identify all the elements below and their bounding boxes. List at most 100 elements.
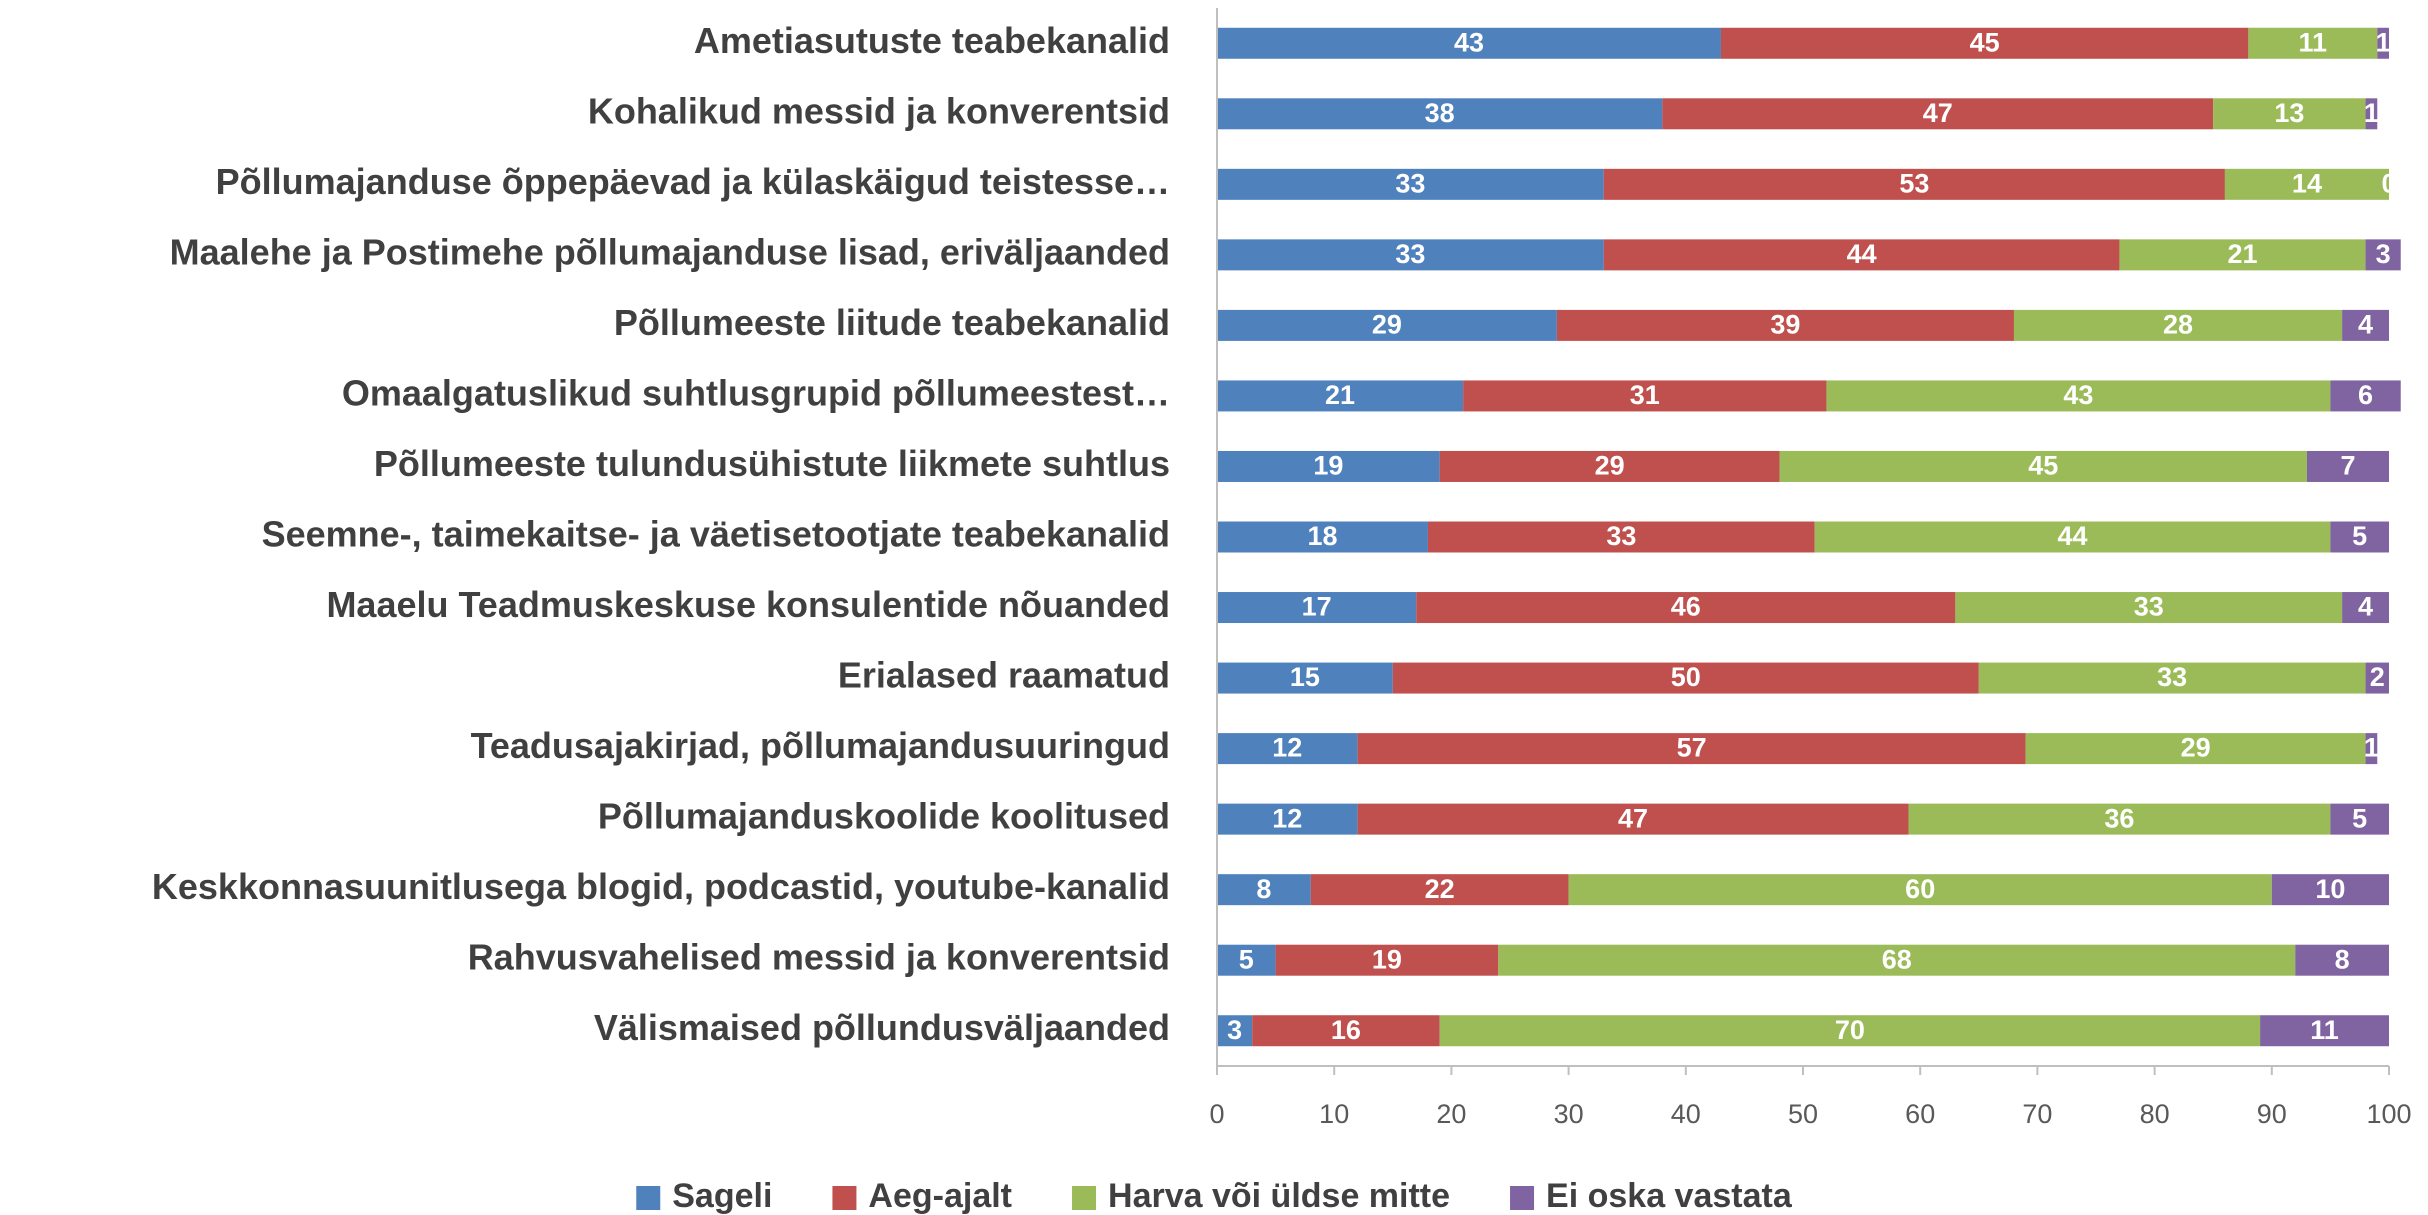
bar-segment (2342, 592, 2389, 624)
bar-segment (2365, 733, 2378, 765)
data-label: 33 (2134, 592, 2164, 622)
data-label: 44 (1847, 239, 1877, 269)
bar-segment (2025, 733, 2366, 765)
bar-segment (1662, 98, 2214, 130)
bar-segment (1217, 803, 1358, 835)
data-label: 47 (1923, 98, 1953, 128)
data-label: 13 (2274, 98, 2304, 128)
data-label: 38 (1425, 98, 1455, 128)
data-label: 0 (2381, 168, 2396, 198)
category-label: Omaalgatuslikud suhtlusgrupid põllumeest… (342, 372, 1170, 413)
data-label: 43 (2063, 380, 2093, 410)
bar-segment (2365, 98, 2378, 130)
data-label: 47 (1618, 803, 1648, 833)
data-label: 14 (2292, 168, 2322, 198)
data-label: 50 (1671, 662, 1701, 692)
x-tick-label: 10 (1319, 1099, 1349, 1129)
data-label: 39 (1770, 310, 1800, 340)
bar-segment (1978, 662, 2366, 694)
bar-segment (2295, 944, 2389, 976)
category-label: Põllumajanduse õppepäevad ja külaskäigud… (216, 161, 1170, 202)
bar-segment (1720, 27, 2249, 59)
x-tick-label: 40 (1671, 1099, 1701, 1129)
bar-segment (2248, 27, 2378, 59)
bar-segment (1814, 521, 2331, 553)
x-tick-label: 100 (2366, 1099, 2411, 1129)
bar-segment (1392, 662, 1979, 694)
x-tick-label: 50 (1788, 1099, 1818, 1129)
bar-segment (1217, 98, 1663, 130)
data-label: 1 (2364, 733, 2379, 763)
data-label: 68 (1882, 944, 1912, 974)
data-label: 5 (1239, 944, 1254, 974)
bar-segment (2306, 450, 2389, 482)
data-label: 33 (1395, 239, 1425, 269)
bar-segment (1217, 662, 1393, 694)
data-label: 45 (2028, 451, 2058, 481)
data-label: 8 (1256, 874, 1271, 904)
data-label: 29 (1595, 451, 1625, 481)
bar-segment (2365, 239, 2401, 271)
bar-segment (1439, 450, 1780, 482)
bar-segment (2213, 98, 2366, 130)
bar-segment (1217, 27, 1721, 59)
category-label: Põllumeeste liitude teabekanalid (614, 302, 1170, 343)
bar-segment (1357, 733, 2026, 765)
bar-segment (1357, 803, 1909, 835)
data-label: 60 (1905, 874, 1935, 904)
legend-swatch (832, 1186, 857, 1210)
bar-segment (1217, 944, 1276, 976)
bar-segment (2330, 380, 2401, 412)
data-label: 18 (1307, 521, 1337, 551)
bar-segment (1498, 944, 2296, 976)
data-label: 2 (2370, 662, 2385, 692)
category-label: Põllumeeste tulundusühistute liikmete su… (374, 443, 1170, 484)
legend-swatch (636, 1186, 661, 1210)
data-label: 5 (2352, 803, 2367, 833)
bar-segment (1217, 239, 1604, 271)
data-label: 33 (1606, 521, 1636, 551)
bar-segment (1955, 592, 2343, 624)
legend-label: Sageli (672, 1177, 772, 1215)
bar-segment (2365, 662, 2389, 694)
bar-segment (1217, 168, 1604, 200)
category-label: Seemne-, taimekaitse- ja väetisetootjate… (262, 514, 1170, 555)
bar-segment (2260, 1015, 2389, 1047)
x-tick-label: 70 (2022, 1099, 2052, 1129)
legend-swatch (1510, 1186, 1535, 1210)
bar-segment (1416, 592, 1956, 624)
bar-segment (2330, 521, 2389, 553)
bar-segment (1568, 874, 2272, 906)
legend-label: Aeg-ajalt (868, 1177, 1012, 1215)
data-label: 21 (1325, 380, 1355, 410)
data-label: 46 (1671, 592, 1701, 622)
data-label: 1 (2364, 98, 2379, 128)
data-label: 17 (1302, 592, 1332, 622)
data-label: 1 (2376, 27, 2391, 57)
bar-segment (2013, 309, 2343, 341)
data-label: 19 (1313, 451, 1343, 481)
data-label: 4 (2358, 310, 2373, 340)
data-label: 6 (2358, 380, 2373, 410)
bar-segment (1275, 944, 1499, 976)
category-label: Teadusajakirjad, põllumajandusuuringud (471, 725, 1170, 766)
data-label: 70 (1835, 1015, 1865, 1045)
bar-segment (1779, 450, 2307, 482)
bar-segment (1217, 733, 1358, 765)
bar-segment (1217, 1015, 1253, 1047)
data-label: 11 (2310, 1015, 2339, 1045)
bar-segment (1217, 380, 1464, 412)
data-label: 36 (2104, 803, 2134, 833)
x-tick-label: 0 (1209, 1099, 1224, 1129)
category-label: Ametiasutuste teabekanalid (694, 20, 1170, 61)
data-label: 53 (1899, 168, 1929, 198)
category-label: Põllumajanduskoolide koolitused (598, 796, 1170, 837)
bar-segment (1252, 1015, 1440, 1047)
x-tick-label: 80 (2140, 1099, 2170, 1129)
data-label: 16 (1331, 1015, 1361, 1045)
bar-segment (1310, 874, 1569, 906)
category-label: Maalehe ja Postimehe põllumajanduse lisa… (170, 231, 1170, 272)
bar-segment (1908, 803, 2331, 835)
data-label: 5 (2352, 521, 2367, 551)
